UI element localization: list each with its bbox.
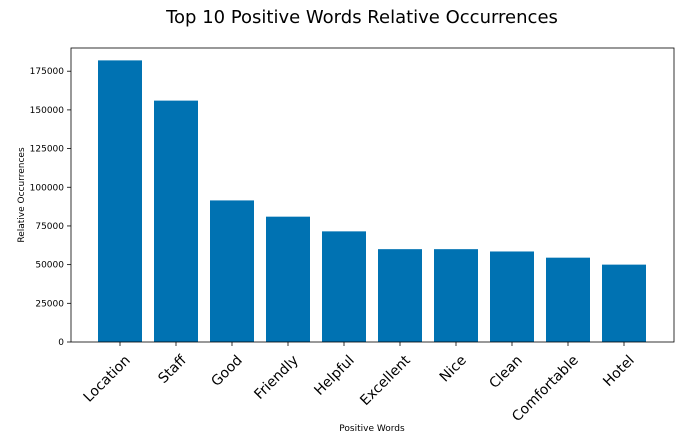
bar-good <box>210 200 254 342</box>
x-tick-label: Staff <box>155 352 190 387</box>
x-tick-label: Clean <box>486 352 525 391</box>
chart-title: Top 10 Positive Words Relative Occurrenc… <box>165 7 558 28</box>
x-tick-label: Hotel <box>600 352 638 390</box>
bar-location <box>98 60 142 343</box>
y-tick-label: 175000 <box>30 67 65 77</box>
bar-friendly <box>266 216 310 342</box>
y-axis-label: Relative Occurrences <box>17 147 27 243</box>
x-tick-label: Location <box>81 352 134 405</box>
bar-comfortable <box>546 257 590 342</box>
x-tick-label: Good <box>208 352 245 389</box>
bar-hotel <box>602 264 646 342</box>
x-tick-label: Nice <box>437 352 470 385</box>
x-tick-label: Helpful <box>311 352 357 398</box>
bars-group <box>98 60 646 343</box>
x-tick-label: Friendly <box>251 352 301 402</box>
plot-frame <box>70 47 675 343</box>
bar-helpful <box>322 231 366 342</box>
bar-staff <box>154 100 198 342</box>
x-tick-label: Excellent <box>357 352 414 409</box>
y-tick-label: 75000 <box>35 222 64 232</box>
x-axis-ticks: Location Staff Good Friendly Helpful Excellen… <box>81 342 638 425</box>
y-tick-label: 0 <box>58 338 64 348</box>
x-axis-label: Positive Words <box>339 424 405 434</box>
bar-excellent <box>378 249 422 342</box>
y-axis-ticks: 0 25000 50000 75000 100000 125000 150000 175000 <box>30 67 71 348</box>
bar-nice <box>434 249 478 342</box>
y-tick-label: 150000 <box>30 106 65 116</box>
y-tick-label: 25000 <box>35 299 64 309</box>
y-tick-label: 50000 <box>35 261 64 271</box>
bar-clean <box>490 251 534 342</box>
y-tick-label: 100000 <box>30 183 65 193</box>
y-tick-label: 125000 <box>30 145 65 155</box>
